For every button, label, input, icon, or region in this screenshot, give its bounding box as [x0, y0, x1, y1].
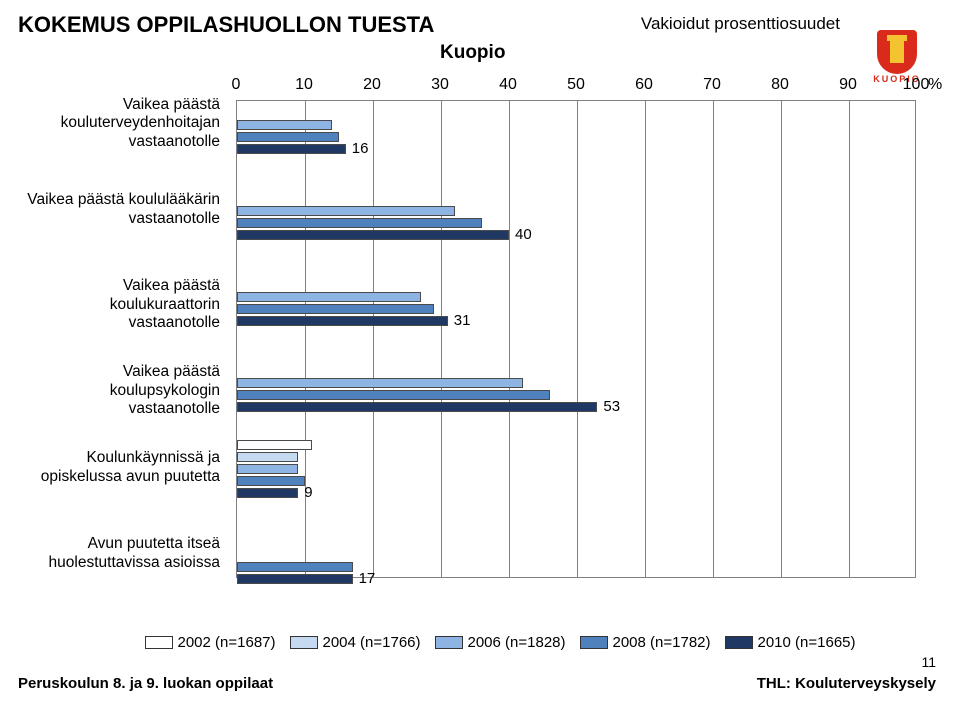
x-tick-label: 40 [499, 76, 517, 94]
page-title: KOKEMUS OPPILASHUOLLON TUESTA [18, 12, 434, 38]
bar [237, 206, 455, 216]
legend-swatch-icon [580, 636, 608, 649]
bar [237, 218, 482, 228]
logo-shield-icon [877, 30, 917, 74]
legend-swatch-icon [725, 636, 753, 649]
slide: KOKEMUS OPPILASHUOLLON TUESTA Vakioidut … [0, 0, 960, 704]
bar [237, 120, 332, 130]
bar [237, 316, 448, 326]
gridline [781, 101, 782, 577]
legend-item: 2004 (n=1766) [290, 634, 421, 651]
legend-item: 2010 (n=1665) [725, 634, 856, 651]
x-tick-label: 50 [567, 76, 585, 94]
legend-swatch-icon [145, 636, 173, 649]
value-label: 9 [304, 484, 312, 501]
x-tick-label: 70 [703, 76, 721, 94]
bar [237, 574, 353, 584]
bar [237, 452, 298, 462]
footer-left: Peruskoulun 8. ja 9. luokan oppilaat [18, 675, 273, 692]
bar [237, 390, 550, 400]
x-tick-label: 0 [232, 76, 241, 94]
legend-item: 2006 (n=1828) [435, 634, 566, 651]
legend-label: 2010 (n=1665) [758, 634, 856, 651]
x-axis-unit: % [928, 76, 960, 94]
bar [237, 464, 298, 474]
category-label: Vaikea päästä koululääkärinvastaanotolle [18, 191, 228, 228]
footer-right: THL: Kouluterveyskysely [757, 675, 936, 692]
logo-tower-icon [890, 41, 904, 63]
legend-label: 2002 (n=1687) [178, 634, 276, 651]
legend-label: 2006 (n=1828) [468, 634, 566, 651]
x-axis: 0102030405060708090100 [236, 70, 916, 100]
gridline [849, 101, 850, 577]
category-label: Vaikea päästäkouluterveydenhoitajanvasta… [18, 96, 228, 152]
x-tick-label: 60 [635, 76, 653, 94]
bar [237, 132, 339, 142]
x-tick-label: 90 [839, 76, 857, 94]
x-tick-label: 10 [295, 76, 313, 94]
legend-label: 2008 (n=1782) [613, 634, 711, 651]
legend-swatch-icon [290, 636, 318, 649]
gridline [645, 101, 646, 577]
category-label: Vaikea päästäkoulupsykologin vastaanotol… [18, 363, 228, 419]
value-label: 17 [359, 570, 376, 587]
gridline [713, 101, 714, 577]
legend-label: 2004 (n=1766) [323, 634, 421, 651]
value-label: 31 [454, 312, 471, 329]
gridline [577, 101, 578, 577]
bar [237, 402, 597, 412]
bar [237, 292, 421, 302]
legend-swatch-icon [435, 636, 463, 649]
subtitle-right: Vakioidut prosenttiosuudet [641, 14, 840, 34]
category-label: Koulunkäynnissä jaopiskelussa avun puute… [18, 449, 228, 486]
bar [237, 230, 509, 240]
legend: 2002 (n=1687) 2004 (n=1766) 2006 (n=1828) 2… [110, 630, 890, 654]
chart: 0102030405060708090100 16403153917 %Vaik… [18, 70, 942, 610]
bar [237, 562, 353, 572]
bar [237, 488, 298, 498]
category-label: Vaikea päästä koulukuraattorinvastaanoto… [18, 277, 228, 333]
bar [237, 304, 434, 314]
value-label: 53 [603, 398, 620, 415]
category-label: Avun puutetta itseähuolestuttavissa asio… [18, 535, 228, 572]
bar [237, 476, 305, 486]
bar [237, 440, 312, 450]
x-tick-label: 20 [363, 76, 381, 94]
gridline [305, 101, 306, 577]
x-tick-label: 30 [431, 76, 449, 94]
value-label: 16 [352, 140, 369, 157]
x-tick-label: 100 [903, 76, 930, 94]
gridline [509, 101, 510, 577]
legend-item: 2002 (n=1687) [145, 634, 276, 651]
page-number: 11 [921, 654, 936, 670]
plot-area: 16403153917 [236, 100, 916, 578]
bar [237, 144, 346, 154]
value-label: 40 [515, 226, 532, 243]
gridline [373, 101, 374, 577]
subtitle-center: Kuopio [440, 42, 505, 64]
legend-item: 2008 (n=1782) [580, 634, 711, 651]
gridline [441, 101, 442, 577]
x-tick-label: 80 [771, 76, 789, 94]
bar [237, 378, 523, 388]
